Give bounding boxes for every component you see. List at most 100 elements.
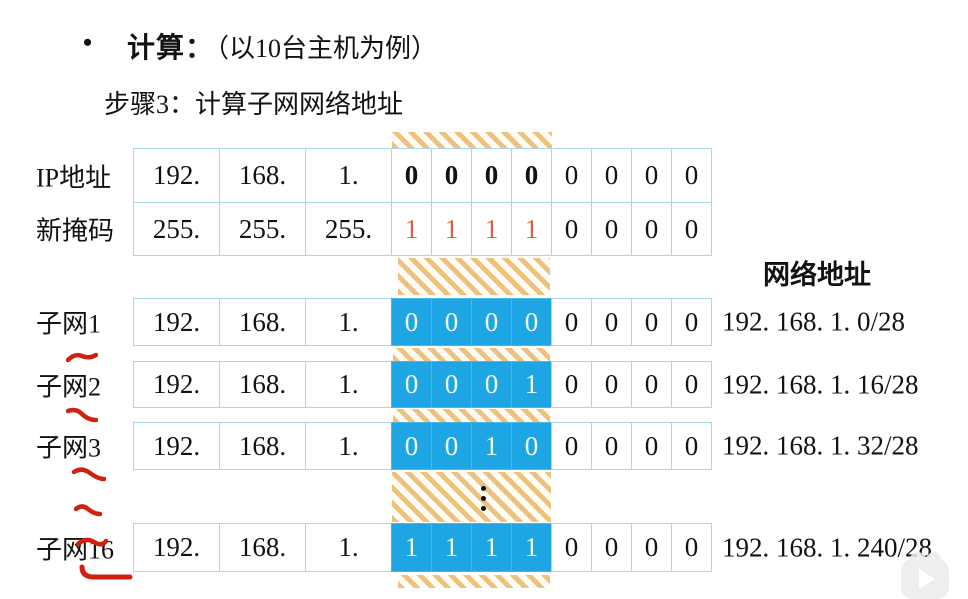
bit-cell: 0	[391, 148, 432, 203]
bit-cell: 0	[591, 523, 632, 572]
octet-cell: 1.	[305, 298, 392, 346]
bit-cell: 0	[431, 148, 472, 203]
red-squiggle-annotation	[72, 466, 106, 484]
octet-cell: 255.	[133, 202, 220, 256]
octet-cell: 1.	[305, 148, 392, 203]
bit-cell-highlighted: 0	[511, 298, 552, 346]
table-row: 子网16 192. 168. 1. 1 1 1 1 0 0 0 0 192. 1…	[0, 523, 968, 572]
bit-cell-highlighted: 0	[391, 298, 432, 346]
step-subtitle: 步骤3：计算子网网络地址	[104, 90, 404, 119]
bit-cell-highlighted: 0	[391, 361, 432, 408]
bit-cell-highlighted: 1	[511, 361, 552, 408]
row-cells: 255. 255. 255. 1 1 1 1 0 0 0 0	[133, 202, 712, 256]
hatch-strip	[398, 575, 550, 588]
hatch-strip	[393, 409, 550, 422]
bit-cell-highlighted: 0	[511, 422, 552, 470]
octet-cell: 168.	[219, 361, 306, 408]
bit-cell-highlighted: 1	[511, 523, 552, 572]
table-row: 子网3 192. 168. 1. 0 0 1 0 0 0 0 0 192. 16…	[0, 422, 968, 470]
bit-cell: 1	[431, 202, 472, 256]
octet-cell: 192.	[133, 523, 220, 572]
table-row: 子网2 192. 168. 1. 0 0 0 1 0 0 0 0 192. 16…	[0, 361, 968, 408]
row-label: 新掩码	[36, 216, 115, 246]
bit-cell: 0	[471, 148, 512, 203]
network-address: 192. 168. 1. 16/28	[722, 369, 919, 399]
bit-cell-highlighted: 0	[431, 422, 472, 470]
bit-cell-highlighted: 0	[471, 361, 512, 408]
row-cells: 192. 168. 1. 1 1 1 1 0 0 0 0	[133, 523, 712, 572]
tv-play-icon[interactable]	[889, 549, 957, 599]
row-cells: 192. 168. 1. 0 0 0 1 0 0 0 0	[133, 361, 712, 408]
octet-cell: 168.	[219, 148, 306, 203]
page-title-note: （以10台主机为例）	[203, 34, 438, 63]
bit-cell-highlighted: 0	[471, 298, 512, 346]
bit-cell: 0	[591, 202, 632, 256]
bit-cell: 0	[551, 361, 592, 408]
row-label: 子网3	[36, 433, 102, 463]
bit-cell: 0	[551, 422, 592, 470]
red-squiggle-annotation	[78, 562, 134, 582]
bit-cell: 0	[631, 148, 672, 203]
red-squiggle-annotation	[66, 350, 98, 364]
network-address: 192. 168. 1. 240/28	[722, 532, 933, 562]
bit-cell: 0	[631, 523, 672, 572]
hatch-strip	[392, 472, 551, 522]
bit-cell: 0	[671, 148, 712, 203]
octet-cell: 1.	[305, 361, 392, 408]
octet-cell: 168.	[219, 422, 306, 470]
bit-cell: 1	[471, 202, 512, 256]
bit-cell: 0	[631, 422, 672, 470]
bit-cell: 0	[551, 148, 592, 203]
bit-cell: 0	[671, 523, 712, 572]
row-cells: 192. 168. 1. 0 0 0 0 0 0 0 0	[133, 148, 712, 203]
network-address-header: 网络地址	[763, 260, 871, 290]
bit-cell: 0	[671, 298, 712, 346]
hatch-strip	[398, 258, 550, 295]
octet-cell: 192.	[133, 148, 220, 203]
row-label: 子网16	[36, 535, 115, 564]
bit-cell: 0	[591, 422, 632, 470]
bit-cell: 0	[551, 202, 592, 256]
bit-cell: 0	[631, 298, 672, 346]
bit-cell-highlighted: 1	[391, 523, 432, 572]
octet-cell: 168.	[219, 298, 306, 346]
bit-cell-highlighted: 1	[471, 523, 512, 572]
bit-cell: 0	[511, 148, 552, 203]
bit-cell: 0	[551, 523, 592, 572]
network-address: 192. 168. 1. 32/28	[722, 430, 919, 461]
red-squiggle-annotation	[76, 534, 108, 552]
bit-cell: 0	[591, 298, 632, 346]
octet-cell: 255.	[219, 202, 306, 256]
row-cells: 192. 168. 1. 0 0 0 0 0 0 0 0	[133, 298, 712, 346]
red-squiggle-annotation	[66, 406, 98, 424]
bit-cell: 0	[591, 148, 632, 203]
hatch-strip	[393, 348, 550, 361]
octet-cell: 1.	[305, 523, 392, 572]
bit-cell: 0	[671, 361, 712, 408]
bit-cell-highlighted: 1	[471, 422, 512, 470]
bit-cell: 0	[551, 298, 592, 346]
vertical-ellipsis	[478, 486, 488, 511]
network-address: 192. 168. 1. 0/28	[722, 306, 906, 337]
bit-cell: 0	[671, 202, 712, 256]
octet-cell: 192.	[133, 298, 220, 346]
bit-cell: 1	[511, 202, 552, 256]
bit-cell: 0	[631, 202, 672, 256]
page-title: 计算：	[127, 33, 215, 64]
table-row: 子网1 192. 168. 1. 0 0 0 0 0 0 0 0 192. 16…	[0, 298, 968, 346]
table-row: 新掩码 255. 255. 255. 1 1 1 1 0 0 0 0	[0, 202, 968, 256]
red-squiggle-annotation	[74, 503, 102, 519]
table-row: IP地址 192. 168. 1. 0 0 0 0 0 0 0 0	[0, 148, 968, 203]
bit-cell: 0	[591, 361, 632, 408]
row-label: 子网1	[36, 309, 102, 339]
bit-cell: 0	[631, 361, 672, 408]
bit-cell: 1	[391, 202, 432, 256]
hatch-strip	[392, 132, 552, 148]
row-label: IP地址	[36, 163, 112, 192]
octet-cell: 168.	[219, 523, 306, 572]
row-cells: 192. 168. 1. 0 0 1 0 0 0 0 0	[133, 422, 712, 470]
octet-cell: 192.	[133, 422, 220, 470]
bit-cell-highlighted: 0	[431, 361, 472, 408]
bit-cell-highlighted: 0	[391, 422, 432, 470]
